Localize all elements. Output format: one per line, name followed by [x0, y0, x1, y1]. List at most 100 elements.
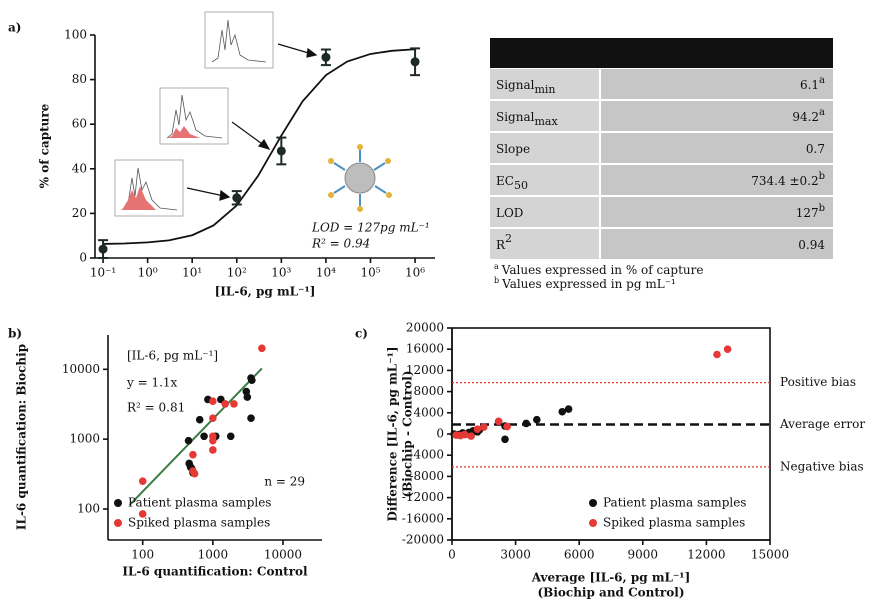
x-tick-label: 9000 [628, 548, 659, 562]
footnote-text: Values expressed in % of capture [501, 263, 704, 277]
y-tick-label: 8000 [413, 384, 444, 398]
row-label-text: Signal [496, 78, 535, 92]
point [411, 57, 420, 66]
row-label-sub: 50 [514, 179, 528, 192]
point [189, 451, 197, 459]
annotation: n = 29 [264, 475, 305, 489]
x-tick-label: 0 [448, 548, 456, 562]
x-axis-label: [IL-6, pg mL⁻¹] [215, 285, 316, 299]
reference-label: Positive bias [780, 375, 856, 389]
footnote-mark: a [494, 262, 499, 271]
x-tick-label: 10⁰ [138, 266, 158, 280]
inset-spectra [115, 12, 273, 216]
point [209, 397, 217, 405]
point [461, 431, 469, 439]
point [501, 436, 509, 444]
row-label-text: Slope [496, 142, 530, 156]
row-label-text: Signal [496, 110, 535, 124]
y-tick-label: -4000 [409, 448, 444, 462]
x-tick-label: 10³ [271, 266, 291, 280]
point [244, 393, 252, 401]
y-tick-label: 1000 [69, 432, 100, 446]
legend-marker [114, 519, 122, 527]
panel-label: b) [8, 327, 22, 341]
panel-label: c) [355, 327, 368, 341]
reference-label: Average error [779, 417, 865, 431]
x-tick-label: 10⁴ [316, 266, 336, 280]
row-label-text: EC [496, 174, 514, 188]
point [724, 345, 732, 353]
y-tick-label: -20000 [402, 533, 444, 547]
y-tick-label: 100 [77, 502, 100, 516]
nanoparticle-icon [328, 144, 392, 212]
x-axis-label: Average [IL-6, pg mL⁻¹] [531, 571, 691, 585]
point [227, 432, 235, 440]
table-cell-bg [601, 133, 833, 163]
point [247, 414, 255, 422]
point [495, 417, 503, 425]
point [565, 405, 573, 413]
point [99, 245, 108, 254]
y-tick-label: 20 [72, 206, 87, 220]
y-tick-label: 16000 [406, 342, 444, 356]
point [533, 416, 541, 424]
row-value-text: 94.2 [792, 110, 819, 124]
x-tick-label: 10⁻¹ [90, 266, 116, 280]
point [232, 193, 241, 202]
figure: a)b)c)10⁻¹10⁰10¹10²10³10⁴10⁵10⁶020406080… [0, 0, 878, 600]
reference-label: Negative bias [780, 459, 864, 473]
point [139, 477, 147, 485]
point [321, 53, 330, 62]
point [209, 446, 217, 454]
row-value-note: b [819, 171, 825, 182]
row-value: 0.7 [806, 142, 825, 156]
y-tick-label: 80 [72, 72, 87, 86]
y-tick-label: -8000 [409, 469, 444, 483]
point [248, 376, 256, 384]
row-value-text: 734.4 ±0.2 [751, 174, 818, 188]
x-axis-label: IL-6 quantification: Control [122, 565, 308, 579]
row-label: LOD [496, 206, 523, 220]
x-tick-label: 6000 [564, 548, 595, 562]
y-tick-label: -16000 [402, 511, 444, 525]
point [185, 437, 193, 445]
point [467, 432, 475, 440]
point [277, 146, 286, 155]
table-column-header: Microfluidic Biochip [606, 46, 744, 60]
row-value: 0.94 [798, 238, 825, 252]
row-value-note: a [819, 107, 825, 118]
x-tick-label: 10⁶ [405, 266, 425, 280]
annotation: R² = 0.94 [311, 237, 370, 251]
x-tick-label: 12000 [687, 548, 725, 562]
y-tick-label: 0 [79, 251, 87, 265]
row-value-text: 6.1 [800, 78, 819, 92]
row-value-text: 0.7 [806, 142, 825, 156]
row-value-note: a [819, 75, 825, 86]
x-tick-label: 15000 [751, 548, 789, 562]
y-tick-label: 20000 [406, 321, 444, 335]
y-axis-label: % of capture [38, 103, 52, 188]
y-tick-label: 60 [72, 117, 87, 131]
row-value-text: 0.94 [798, 238, 825, 252]
y-axis-label: Difference [IL-6, pg mL⁻¹] [386, 346, 400, 521]
legend-marker [589, 499, 597, 507]
row-value-note: b [819, 203, 825, 214]
annotation: [IL-6, pg mL⁻¹] [127, 349, 218, 363]
footnote-mark: b [494, 276, 499, 285]
legend-label: Spiked plasma samples [603, 516, 745, 530]
point [230, 400, 238, 408]
y-tick-label: 0 [436, 427, 444, 441]
x-tick-label: 1000 [198, 548, 229, 562]
legend-label: Spiked plasma samples [128, 516, 270, 530]
legend-label: Patient plasma samples [603, 496, 746, 510]
x-tick-label: 10⁵ [360, 266, 380, 280]
footnote-text: Values expressed in pg mL⁻¹ [501, 277, 676, 291]
y-axis-sublabel: (Biochip - Control) [401, 370, 415, 497]
legend-marker [114, 499, 122, 507]
y-tick-label: 100 [64, 28, 87, 42]
point [480, 423, 488, 431]
x-axis-sublabel: (Biochip and Control) [538, 586, 685, 600]
y-tick-label: 4000 [413, 405, 444, 419]
